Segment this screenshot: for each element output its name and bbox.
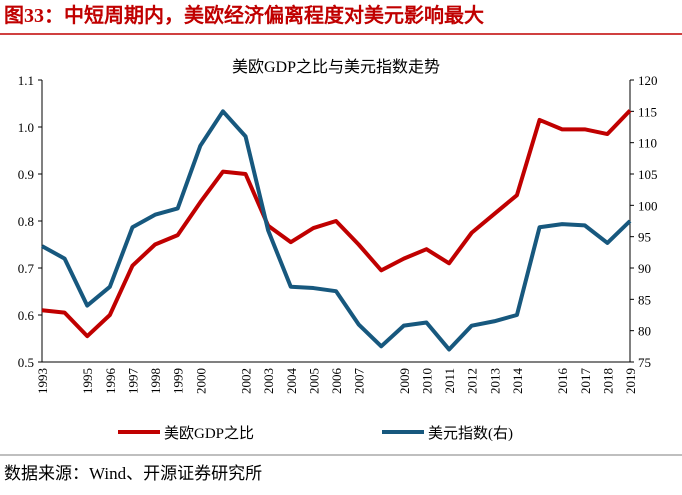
series-line [41, 109, 632, 352]
series-line [41, 109, 632, 339]
y-tick-label: 1.1 [18, 73, 34, 88]
y2-tick-label: 105 [638, 167, 658, 182]
x-tick-label: 2005 [306, 368, 321, 394]
y2-tick-label: 85 [638, 292, 651, 307]
y2-tick-label: 90 [638, 261, 651, 276]
x-tick-label: 2002 [239, 368, 254, 394]
x-tick-label: 2010 [419, 368, 434, 394]
y2-tick-label: 75 [638, 355, 651, 370]
chart-title: 美欧GDP之比与美元指数走势 [232, 58, 440, 76]
x-tick-label: 2017 [578, 368, 593, 395]
y-tick-label: 0.5 [18, 355, 34, 370]
x-tick-label: 1996 [103, 368, 118, 395]
x-tick-label: 2003 [261, 368, 276, 394]
x-tick-label: 2013 [487, 368, 502, 394]
x-tick-label: 2009 [397, 368, 412, 394]
x-tick-label: 1995 [80, 368, 95, 394]
y-tick-label: 0.9 [18, 167, 34, 182]
y2-tick-label: 95 [638, 230, 651, 245]
x-tick-label: 2006 [329, 368, 344, 395]
x-tick-label: 2014 [510, 368, 525, 395]
source: 数据来源：Wind、开源证券研究所 [4, 464, 262, 483]
y2-tick-label: 110 [638, 136, 657, 151]
y-tick-label: 0.6 [18, 308, 35, 323]
x-tick-label: 2004 [284, 368, 299, 395]
x-tick-label: 1993 [35, 368, 50, 394]
x-tick-label: 1999 [171, 368, 186, 394]
y2-tick-label: 115 [638, 104, 657, 119]
x-tick-label: 2011 [442, 368, 457, 394]
figure-title: 图33：中短周期内，美欧经济偏离程度对美元影响最大 [4, 3, 484, 27]
y-tick-label: 0.8 [18, 214, 34, 229]
x-tick-label: 2016 [555, 368, 570, 395]
y2-tick-label: 80 [638, 324, 651, 339]
y2-tick-label: 100 [638, 198, 658, 213]
x-tick-label: 2018 [600, 368, 615, 394]
y2-tick-label: 120 [638, 73, 658, 88]
x-tick-label: 2007 [352, 368, 367, 395]
x-tick-label: 2019 [623, 368, 638, 394]
x-tick-label: 1997 [125, 368, 140, 395]
y-tick-label: 0.7 [18, 261, 35, 276]
x-tick-label: 2000 [193, 368, 208, 394]
legend-label: 美欧GDP之比 [164, 425, 254, 442]
x-tick-label: 2012 [465, 368, 480, 394]
legend-label: 美元指数(右) [428, 425, 513, 442]
y-tick-label: 1.0 [18, 120, 34, 135]
x-tick-label: 1998 [148, 368, 163, 394]
